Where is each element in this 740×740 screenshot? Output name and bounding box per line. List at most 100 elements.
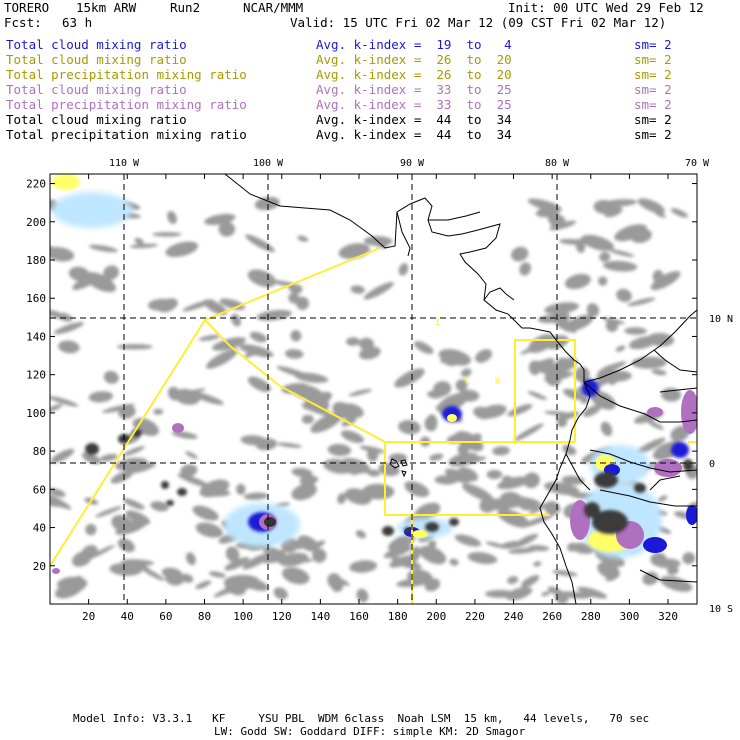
cloud-patch	[635, 437, 666, 455]
cloud-patch	[53, 322, 84, 335]
cloud-patch	[582, 404, 602, 417]
y-tick-label: 20	[33, 560, 46, 573]
cloud-patch	[285, 349, 304, 359]
legend-kindex: Avg. k-index = 44 to 34	[316, 112, 512, 127]
cloud-patch	[50, 501, 69, 508]
cloud-patch	[218, 221, 235, 237]
cloud-patch	[410, 546, 421, 562]
cloud-patch	[358, 337, 374, 351]
convective-cores	[85, 429, 693, 536]
cloud-patch	[547, 586, 564, 596]
cloud-patch	[511, 246, 529, 262]
cloud-patch	[327, 443, 352, 457]
cloud-patch	[432, 381, 452, 397]
x-tick-label: 60	[159, 610, 172, 620]
cloud-patch	[544, 501, 561, 515]
cloud-patch	[462, 483, 494, 502]
cloud-patch	[224, 557, 250, 571]
cloud-patch	[337, 493, 347, 504]
cloud-patch	[89, 244, 118, 253]
cloud-patch	[310, 412, 343, 433]
cloud-patch	[419, 545, 447, 565]
cloud-patch	[277, 442, 302, 448]
cloud-patch	[247, 376, 271, 392]
cloud-patch	[562, 444, 577, 456]
cloud-patch	[237, 576, 269, 591]
cloud-patch	[205, 349, 238, 369]
cloud-patch	[486, 469, 503, 480]
cloud-patch	[637, 198, 665, 214]
axes: 20 40 60 80 100 120 140 160 180 200 220 240 260 280 30…	[26, 158, 733, 620]
cloud-patch	[124, 462, 156, 474]
physics-info: LW: Godd SW: Goddard DIFF: simple KM: 2D…	[214, 725, 526, 738]
cloud-patch	[600, 364, 613, 372]
y-tick-label: 160	[26, 292, 46, 305]
cloud-patch	[657, 495, 668, 502]
cloud-patch	[497, 509, 530, 528]
x-tick-label: 180	[388, 610, 408, 620]
y-tick-label: 200	[26, 216, 46, 229]
cloud-patch	[245, 234, 275, 253]
cloud-patch	[444, 468, 471, 484]
cloud-patch	[383, 545, 413, 559]
cloud-patch	[600, 421, 613, 437]
cloud-patch	[505, 587, 533, 601]
cloud-patch	[203, 299, 227, 316]
cloud-patch	[185, 451, 198, 459]
cloud-patch	[73, 575, 86, 591]
cloud-patch	[356, 588, 369, 603]
cloud-patch	[342, 403, 364, 418]
cloud-patch	[602, 317, 625, 325]
init-time: Init: 00 UTC Wed 29 Feb 12	[508, 0, 704, 15]
cloud-patch	[652, 269, 664, 283]
cloud-patch	[590, 390, 616, 410]
y-tick-label: 40	[33, 522, 46, 535]
cloud-patch	[281, 567, 310, 585]
cloud-patch	[605, 574, 618, 582]
cloud-patch	[609, 249, 635, 257]
cloud-patch	[50, 404, 63, 413]
cloud-patch	[56, 312, 73, 322]
cloud-patch	[255, 438, 278, 451]
cloud-patch	[297, 235, 309, 242]
cloud-patch	[394, 368, 425, 388]
svg-text:C: C	[465, 377, 470, 387]
cloud-patch	[161, 567, 183, 579]
cloud-patch	[593, 199, 617, 215]
y-tick-label: 220	[26, 178, 46, 191]
cloud-patch	[150, 501, 169, 512]
cloud-patch	[276, 366, 311, 379]
cloud-patch	[50, 395, 79, 407]
latitude-label: 0	[709, 459, 715, 470]
cloud-patch	[301, 414, 314, 424]
cloud-patch	[603, 260, 638, 272]
legend-kindex: Avg. k-index = 19 to 4	[316, 37, 512, 52]
cloud-patch	[195, 580, 212, 590]
cloud-patch	[651, 369, 667, 376]
cloud-patch	[564, 273, 591, 290]
cloud-patch	[460, 368, 472, 377]
cloud-patch	[519, 262, 532, 276]
cloud-patch	[350, 285, 365, 294]
cloud-patch	[428, 540, 437, 548]
cloud-patch	[227, 581, 246, 596]
cloud-patch	[247, 269, 277, 288]
cloud-patch	[312, 548, 327, 563]
cloud-patch	[243, 347, 262, 359]
cloud-patch	[208, 571, 226, 578]
cloud-patch	[254, 196, 280, 211]
legend-kindex: Avg. k-index = 44 to 34	[316, 127, 512, 142]
longitude-label: 90 W	[400, 158, 425, 169]
svg-text:R: R	[495, 377, 501, 387]
cloud-patch	[50, 448, 75, 463]
cloud-patch	[85, 523, 97, 536]
cloud-patch	[500, 541, 523, 549]
cloud-patch	[103, 370, 119, 384]
cloud-patch	[404, 481, 430, 497]
cloud-patch	[467, 552, 498, 565]
cloud-patch	[195, 522, 223, 538]
cloud-patch	[549, 220, 577, 231]
cloud-patch	[574, 374, 588, 384]
cloud-patch	[630, 228, 652, 244]
cloud-patch	[391, 556, 422, 570]
